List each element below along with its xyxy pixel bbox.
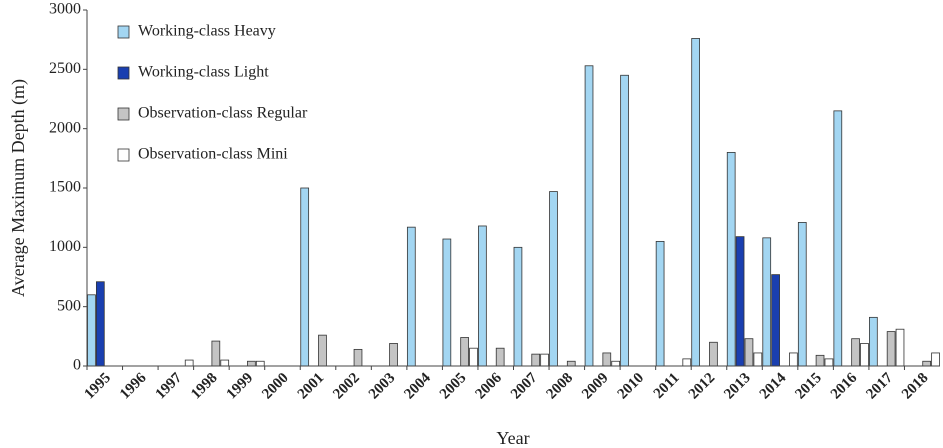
bar — [531, 353, 541, 367]
bar — [726, 151, 736, 367]
legend-label: Observation-class Regular — [138, 105, 308, 122]
bar — [95, 281, 105, 367]
bar — [682, 358, 692, 367]
x-tick-label: 2009 — [579, 370, 612, 403]
x-tick-label: 2003 — [366, 370, 399, 403]
bar — [469, 347, 478, 367]
bar — [922, 360, 932, 367]
x-tick-label: 1996 — [117, 370, 150, 403]
bar — [931, 352, 940, 367]
legend-swatch — [117, 25, 130, 39]
bar — [815, 354, 825, 367]
bar — [709, 341, 718, 367]
bar — [886, 331, 896, 367]
bar — [797, 222, 807, 367]
x-tick-label: 2007 — [508, 370, 541, 403]
y-tick-label: 2500 — [49, 60, 81, 77]
bar — [620, 74, 629, 367]
bar — [584, 65, 594, 367]
legend-label: Working-class Light — [138, 64, 269, 81]
legend-label: Observation-class Mini — [138, 146, 288, 163]
bar — [771, 274, 780, 367]
bar — [406, 226, 416, 367]
x-tick-label: 2013 — [721, 370, 754, 403]
bar — [655, 240, 665, 367]
x-tick-label: 2011 — [651, 370, 683, 402]
bar — [211, 340, 221, 367]
x-tick-label: 2000 — [259, 370, 292, 403]
y-tick-label: 500 — [57, 297, 81, 314]
bar — [389, 343, 398, 367]
x-axis-title: Year — [496, 428, 529, 448]
legend-swatch — [117, 148, 130, 162]
x-tick-label: 1999 — [224, 370, 257, 403]
bar — [860, 343, 869, 367]
bar — [540, 353, 549, 367]
x-tick-label: 2016 — [828, 370, 861, 403]
bar — [851, 338, 860, 367]
y-tick-label: 3000 — [49, 1, 81, 18]
x-tick-label: 2012 — [686, 370, 719, 403]
bar — [566, 360, 576, 367]
bar — [691, 38, 700, 367]
bar — [495, 347, 505, 367]
x-tick-label: 2005 — [437, 370, 470, 403]
bar — [549, 191, 558, 367]
bar — [442, 238, 452, 367]
y-tick-label: 2000 — [49, 119, 81, 136]
x-tick-label: 2004 — [401, 370, 434, 403]
bar — [762, 237, 772, 367]
x-tick-label: 2018 — [899, 370, 932, 403]
bar — [255, 360, 265, 367]
bar — [869, 316, 878, 367]
x-tick-label: 2014 — [757, 370, 790, 403]
x-tick-label: 2001 — [295, 370, 328, 403]
y-tick-label: 0 — [73, 357, 81, 374]
bar — [184, 359, 194, 367]
legend-label: Working-class Heavy — [138, 23, 276, 40]
legend-swatch — [117, 66, 130, 80]
bar — [824, 358, 834, 367]
x-tick-label: 2002 — [330, 370, 363, 403]
bar — [744, 338, 754, 367]
bar — [478, 225, 487, 367]
bar — [87, 294, 96, 367]
y-tick-label: 1500 — [49, 179, 81, 196]
bar — [318, 334, 327, 367]
bar — [247, 360, 256, 367]
bar — [220, 359, 230, 367]
bar — [753, 352, 763, 367]
x-tick-label: 2008 — [544, 370, 577, 403]
bar — [789, 352, 798, 367]
legend-swatch — [117, 107, 130, 121]
x-tick-label: 1995 — [82, 370, 115, 403]
bar — [611, 360, 621, 367]
bar — [895, 328, 905, 367]
x-tick-label: 1997 — [153, 370, 186, 403]
x-tick-label: 2006 — [472, 370, 505, 403]
bar — [602, 352, 612, 367]
bar — [300, 187, 310, 367]
x-tick-label: 2017 — [863, 370, 896, 403]
x-tick-label: 2015 — [792, 370, 825, 403]
bar — [513, 246, 523, 367]
x-tick-label: 2010 — [615, 370, 648, 403]
bar — [353, 348, 363, 367]
y-axis-title: Average Maximum Depth (m) — [8, 79, 29, 297]
x-tick-label: 1998 — [188, 370, 221, 403]
bar — [735, 236, 745, 367]
bar — [833, 110, 843, 367]
bar — [460, 337, 469, 367]
y-tick-label: 1000 — [49, 238, 81, 255]
